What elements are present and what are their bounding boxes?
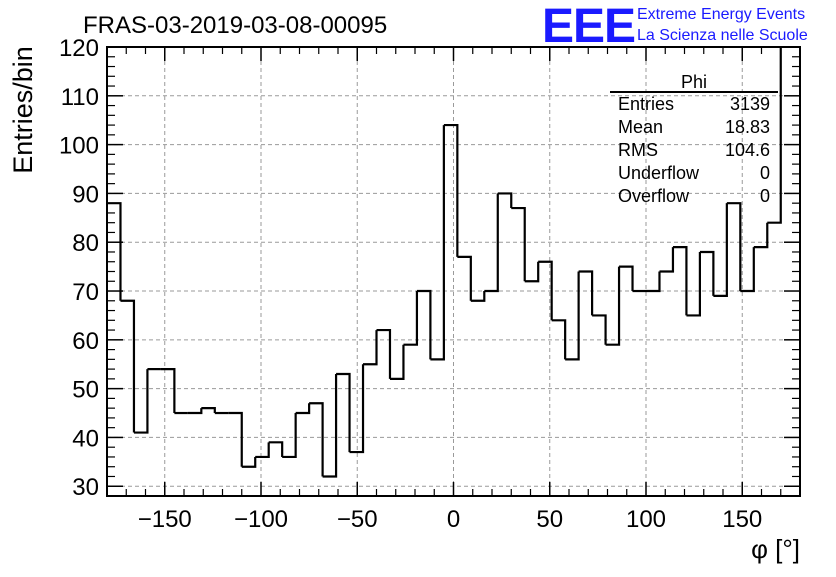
y-tick-label: 50 — [72, 377, 99, 404]
x-tick-label: −50 — [337, 506, 378, 533]
histogram-bin — [268, 441, 284, 457]
x-tick-label: 0 — [447, 506, 460, 533]
y-tick-label: 30 — [72, 474, 99, 501]
histogram-bin — [511, 206, 526, 282]
stats-label: Entries — [618, 94, 674, 114]
axis-ticks — [106, 46, 801, 497]
y-tick-label: 100 — [59, 133, 99, 160]
stats-title: Phi — [681, 72, 707, 92]
histogram-bin — [430, 125, 445, 361]
histogram-bin — [309, 402, 324, 477]
histogram-bin — [349, 364, 365, 454]
histogram-bin — [686, 251, 701, 317]
y-tick-label: 60 — [72, 328, 99, 355]
stats-label: Mean — [618, 117, 663, 137]
grid — [107, 46, 800, 496]
y-tick-label: 90 — [72, 181, 99, 208]
chart-title: FRAS-03-2019-03-08-00095 — [83, 12, 387, 39]
x-tick-label: −150 — [138, 506, 192, 533]
stats-value: 3139 — [730, 94, 770, 114]
x-tick-label: 100 — [626, 506, 666, 533]
histogram-bin — [646, 271, 661, 293]
histogram-bin — [282, 413, 297, 459]
histogram-bin — [336, 372, 351, 453]
y-tick-label: 120 — [59, 35, 99, 62]
histogram-bin — [605, 266, 621, 346]
histogram-bin — [767, 47, 782, 224]
logo-line-1: Extreme Energy Events — [637, 6, 805, 23]
histogram-bin — [416, 289, 432, 360]
y-tick-label: 70 — [72, 279, 99, 306]
histogram-bin — [403, 291, 419, 346]
histogram-bin — [672, 245, 688, 316]
histogram-bin — [443, 123, 459, 257]
histogram-bin — [457, 255, 472, 301]
y-tick-label: 110 — [61, 84, 99, 111]
x-tick-label: 150 — [722, 506, 762, 533]
stats-value: 0 — [760, 186, 770, 206]
stats-rows: Entries 3139 Mean 18.83 RMS 104.6 Underflow 0 Ov… — [618, 94, 770, 206]
y-tick-label: 40 — [72, 425, 99, 452]
x-tick-label: 50 — [536, 506, 563, 533]
x-tick-label: −100 — [234, 506, 288, 533]
histogram-bin — [295, 403, 311, 415]
stats-label: RMS — [618, 140, 658, 160]
histogram-bin — [470, 291, 486, 302]
histogram-bin — [187, 408, 203, 415]
histogram-bin — [565, 271, 580, 361]
tick-labels: −150 −100 −50 0 50 100 150 30 40 50 60 70 80 90 100 110… — [59, 35, 762, 533]
histogram-bin — [322, 373, 338, 478]
histogram-bin — [740, 247, 755, 293]
histogram-bin — [578, 270, 594, 316]
histogram-bin — [228, 411, 243, 467]
stats-value: 0 — [760, 163, 770, 183]
histogram-bin — [160, 368, 176, 414]
histogram-bin — [120, 299, 136, 433]
histogram-bin — [726, 202, 742, 292]
stats-label: Underflow — [618, 163, 700, 183]
histogram-bin — [592, 314, 607, 345]
histogram-bin — [619, 265, 634, 292]
histogram-bin — [376, 328, 392, 379]
histogram-bin — [538, 260, 553, 321]
histogram-bin — [363, 330, 378, 366]
histogram-series — [107, 47, 782, 478]
stats-value: 18.83 — [725, 117, 770, 137]
histogram-bin — [551, 319, 567, 360]
logo-mark: EEE — [542, 0, 635, 53]
histogram-bin — [484, 193, 499, 293]
histogram-bin — [699, 250, 715, 296]
histogram-bin — [133, 369, 149, 434]
stats-label: Overflow — [618, 186, 690, 206]
logo-line-2: La Scienza nelle Scuole — [637, 27, 808, 44]
y-axis-label: Entries/bin — [8, 46, 38, 174]
stats-value: 104.6 — [725, 140, 770, 160]
stats-box: Phi Entries 3139 Mean 18.83 RMS 104.6 Underflo… — [610, 72, 778, 206]
histogram-bin — [713, 203, 728, 298]
histogram-bin — [659, 247, 675, 273]
histogram-bin — [241, 456, 257, 468]
histogram-bin — [255, 442, 270, 459]
histogram-bin — [497, 192, 513, 209]
x-axis-label: φ [°] — [751, 534, 800, 564]
histogram-bin — [389, 344, 405, 380]
histogram-bin — [201, 407, 216, 414]
histogram-bin — [753, 222, 769, 249]
histogram-bin — [524, 261, 540, 283]
y-tick-label: 80 — [72, 230, 99, 257]
logo: EEE Extreme Energy Events La Scienza nel… — [542, 0, 808, 53]
